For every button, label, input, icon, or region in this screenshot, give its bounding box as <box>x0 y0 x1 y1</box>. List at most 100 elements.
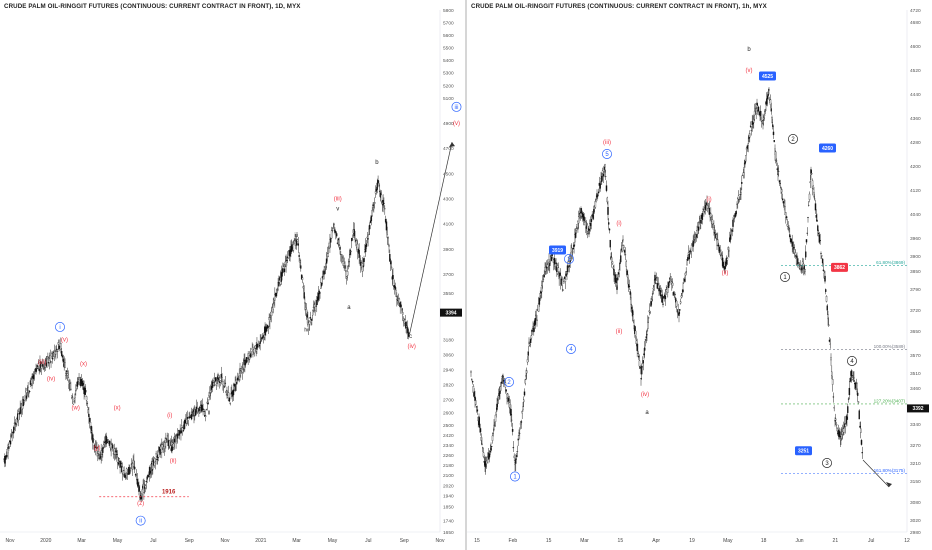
candle <box>566 265 568 280</box>
candle <box>155 450 157 458</box>
candle <box>601 167 604 181</box>
candle <box>481 437 483 446</box>
panel-divider[interactable] <box>465 0 467 550</box>
wave-label: iv <box>304 327 308 333</box>
candle <box>378 180 380 188</box>
candle <box>722 260 725 268</box>
chart-svg-1h[interactable]: 4720 4680 4600 4520 4440 4360 4280 4200 4120 4040… <box>467 0 932 550</box>
candle <box>702 206 704 212</box>
candle <box>533 322 535 336</box>
candle <box>93 443 96 453</box>
candle <box>678 310 680 323</box>
candle <box>632 311 635 324</box>
candle <box>172 436 175 450</box>
x-tick-label: 15 <box>546 538 552 544</box>
candle <box>265 323 268 332</box>
candle <box>217 372 219 387</box>
y-tick-label: 3720 <box>910 308 921 314</box>
y-tick-label: 2820 <box>443 383 454 389</box>
candle <box>844 422 847 434</box>
y-tick-label: 2260 <box>443 453 454 459</box>
candle <box>594 198 597 210</box>
candle <box>274 287 276 308</box>
candle <box>218 374 220 383</box>
wave-label: c <box>409 334 412 340</box>
candle <box>71 393 74 404</box>
candle <box>480 433 482 445</box>
candle <box>315 304 317 307</box>
wave-circle <box>822 458 832 468</box>
candle <box>737 197 739 209</box>
candle <box>626 268 628 278</box>
candle <box>273 296 275 306</box>
fib-label: 161.80%(3175) <box>874 468 906 473</box>
candle <box>830 353 832 366</box>
candle <box>816 213 818 222</box>
candle <box>772 125 775 139</box>
wave-label: (i) <box>616 221 621 227</box>
candle <box>655 272 658 281</box>
candle <box>316 296 318 313</box>
candle <box>793 241 795 254</box>
y-tick-label: 5500 <box>443 46 454 52</box>
candle <box>390 260 393 270</box>
candle <box>805 245 807 261</box>
y-tick-label: 4040 <box>910 212 921 218</box>
candle <box>836 427 838 436</box>
candle <box>518 429 520 436</box>
y-tick-label: 4360 <box>910 116 921 122</box>
candle <box>647 315 649 332</box>
candle <box>387 236 389 246</box>
candle <box>511 422 514 436</box>
candle <box>247 351 249 365</box>
chart-svg-1d[interactable]: 5800 5700 5600 5500 5400 5300 5200 5100 4900 4700… <box>0 0 465 550</box>
candle <box>627 277 630 292</box>
candle <box>812 185 814 190</box>
candle <box>752 115 754 129</box>
candle <box>575 226 578 234</box>
candle <box>485 456 487 475</box>
chart-panel-1d[interactable]: CRUDE PALM OIL-RINGGIT FUTURES (CONTINUO… <box>0 0 465 550</box>
candle <box>856 382 858 396</box>
candle <box>787 221 789 231</box>
candle <box>165 432 167 449</box>
candle <box>116 450 119 470</box>
wave-label: 5 <box>605 152 609 158</box>
candle <box>69 379 71 391</box>
candle <box>89 417 92 430</box>
candle <box>222 379 224 391</box>
candle <box>638 354 641 369</box>
candle <box>43 364 45 370</box>
candle <box>845 414 847 425</box>
candle <box>330 237 332 248</box>
candle <box>383 197 385 208</box>
candle <box>541 280 543 299</box>
candle <box>368 225 370 236</box>
wave-circle <box>847 356 857 366</box>
candle <box>399 301 401 314</box>
y-tick-label: 3960 <box>910 236 921 242</box>
candle <box>736 201 738 210</box>
candle <box>66 367 69 381</box>
candle <box>400 301 402 308</box>
candle <box>794 249 797 257</box>
y-tick-label: 2980 <box>910 530 921 536</box>
candle <box>346 265 349 281</box>
x-tick-label: May <box>113 538 123 544</box>
candle <box>820 251 822 260</box>
candle <box>557 262 560 278</box>
candle <box>310 319 312 326</box>
candle <box>7 443 9 460</box>
candle <box>177 428 179 444</box>
candle <box>472 384 475 398</box>
candle <box>154 458 157 470</box>
candle <box>249 347 252 358</box>
wave-label: (y) <box>93 446 100 452</box>
wave-label: v <box>336 207 339 213</box>
wave-label: 3 <box>825 461 829 467</box>
candle <box>389 258 392 272</box>
candle <box>307 320 310 336</box>
candle <box>726 256 729 265</box>
chart-panel-1h[interactable]: CRUDE PALM OIL-RINGGIT FUTURES (CONTINUO… <box>467 0 932 550</box>
candle <box>396 292 398 307</box>
